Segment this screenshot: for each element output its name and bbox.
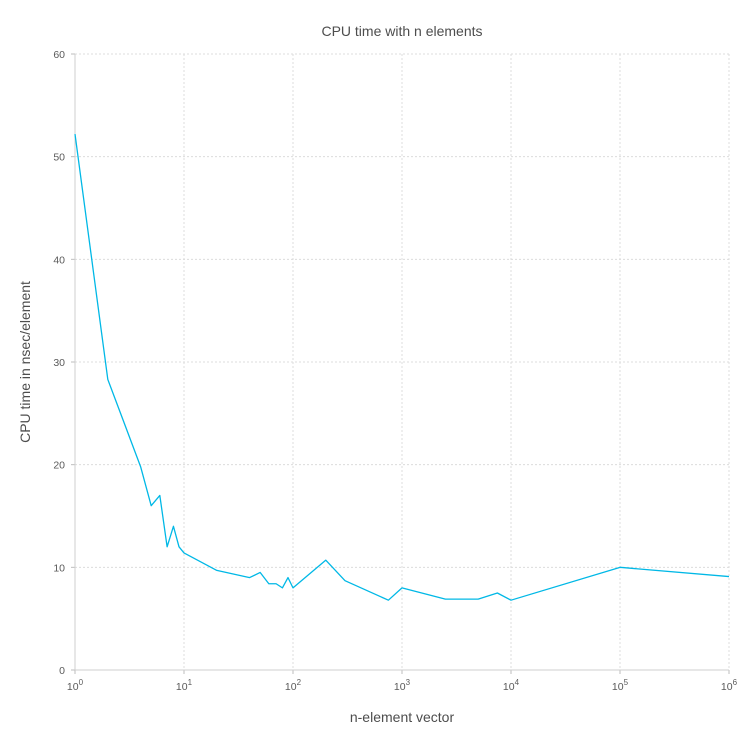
chart-title: CPU time with n elements	[321, 23, 482, 39]
y-tick-label: 40	[53, 254, 65, 266]
x-tick-label: 104	[503, 678, 520, 693]
axes	[71, 53, 730, 674]
series-line	[74, 133, 730, 601]
x-tick-label: 100	[67, 678, 84, 693]
x-tick-label: 106	[721, 678, 738, 693]
x-tick-label: 103	[394, 678, 411, 693]
series-lines	[74, 133, 730, 601]
x-tick-label: 105	[612, 678, 629, 693]
y-axis-label: CPU time in nsec/element	[17, 281, 33, 443]
y-tick-label: 50	[53, 152, 65, 164]
y-tick-label: 30	[53, 357, 65, 369]
x-tick-label: 101	[176, 678, 193, 693]
x-tick-labels: 100 101 102 103 104 105 106	[67, 678, 738, 693]
x-axis-label: n-element vector	[350, 709, 455, 725]
y-tick-label: 10	[53, 562, 65, 574]
y-tick-label: 60	[53, 49, 65, 61]
y-tick-label: 20	[53, 460, 65, 472]
grid	[74, 53, 730, 671]
y-tick-label: 0	[59, 665, 65, 677]
y-tick-labels: 0 10 20 30 40 50 60	[53, 49, 65, 677]
x-tick-label: 102	[285, 678, 302, 693]
